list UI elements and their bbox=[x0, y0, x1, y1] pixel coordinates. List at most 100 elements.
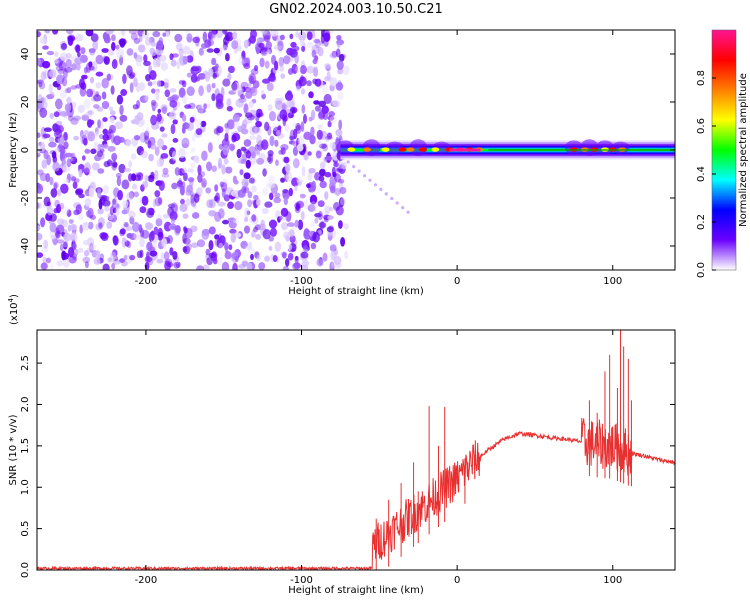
noise-blob bbox=[162, 32, 166, 37]
noise-blob bbox=[205, 248, 211, 256]
noise-blob bbox=[187, 177, 195, 183]
noise-blob bbox=[58, 61, 67, 71]
noise-blob bbox=[115, 48, 125, 58]
noise-blob bbox=[251, 125, 260, 134]
noise-blob bbox=[193, 155, 200, 164]
noise-blob bbox=[319, 180, 327, 189]
noise-blob bbox=[147, 207, 155, 213]
noise-blob bbox=[232, 114, 240, 123]
noise-blob bbox=[136, 146, 144, 156]
noise-blob bbox=[259, 57, 265, 68]
noise-blob bbox=[109, 110, 116, 116]
noise-blob bbox=[280, 147, 286, 155]
noise-blob bbox=[241, 128, 249, 135]
noise-blob bbox=[112, 198, 116, 205]
noise-blob bbox=[174, 33, 183, 43]
noise-blob bbox=[184, 104, 192, 109]
noise-blob bbox=[196, 104, 202, 111]
noise-blob bbox=[281, 252, 287, 259]
noise-blob bbox=[327, 215, 333, 220]
noise-blob bbox=[192, 36, 201, 44]
noise-blob bbox=[119, 258, 126, 263]
noise-blob bbox=[258, 223, 266, 231]
noise-blob bbox=[96, 188, 102, 199]
noise-blob bbox=[150, 230, 155, 241]
noise-blob bbox=[212, 72, 217, 79]
noise-blob bbox=[183, 226, 187, 232]
x-tick-label: 0 bbox=[454, 575, 460, 586]
noise-blob bbox=[172, 138, 179, 143]
noise-blob bbox=[243, 225, 251, 234]
noise-blob bbox=[274, 100, 283, 111]
noise-blob bbox=[191, 242, 199, 248]
y-axis-label-a: Frequency (Hz) bbox=[8, 112, 19, 188]
noise-blob bbox=[201, 43, 208, 49]
noise-blob bbox=[335, 48, 341, 58]
noise-blob bbox=[308, 167, 316, 174]
noise-blob bbox=[238, 55, 245, 66]
noise-blob bbox=[186, 33, 193, 43]
noise-blob bbox=[59, 202, 65, 210]
noise-blob bbox=[310, 126, 315, 136]
noise-blob bbox=[243, 172, 251, 180]
noise-blob bbox=[46, 201, 51, 207]
noise-blob bbox=[169, 247, 174, 256]
noise-blob bbox=[97, 119, 101, 129]
colorbar-tick-label: 0.6 bbox=[696, 118, 707, 134]
noise-blob bbox=[112, 196, 118, 207]
noise-blob bbox=[223, 157, 229, 165]
noise-blob bbox=[66, 87, 72, 94]
noise-blob bbox=[182, 246, 188, 253]
noise-blob bbox=[145, 126, 150, 137]
noise-blob bbox=[81, 74, 88, 80]
noise-blob bbox=[260, 30, 268, 35]
noise-blob bbox=[339, 187, 347, 195]
noise-blob bbox=[337, 68, 344, 75]
noise-blob bbox=[321, 83, 329, 95]
noise-blob bbox=[131, 183, 138, 190]
noise-blob bbox=[329, 185, 336, 194]
noise-blob bbox=[89, 214, 96, 220]
noise-blob bbox=[256, 254, 261, 262]
noise-blob bbox=[160, 252, 166, 260]
noise-blob bbox=[197, 164, 202, 175]
noise-blob bbox=[88, 187, 95, 198]
noise-blob bbox=[329, 244, 337, 252]
noise-blob bbox=[243, 39, 249, 49]
noise-blob bbox=[338, 119, 343, 130]
noise-blob bbox=[286, 222, 295, 227]
noise-blob bbox=[243, 149, 250, 154]
noise-blob bbox=[267, 156, 272, 162]
noise-blob bbox=[247, 199, 253, 208]
chart-title: GN02.2024.003.10.50.C21 bbox=[269, 2, 443, 17]
noise-blob bbox=[66, 158, 72, 168]
noise-blob bbox=[101, 48, 109, 53]
arc-dot bbox=[363, 174, 367, 178]
noise-blob bbox=[142, 181, 149, 189]
noise-blob bbox=[121, 179, 130, 190]
noise-blob bbox=[332, 171, 337, 178]
noise-blob bbox=[265, 182, 274, 189]
noise-blob bbox=[129, 82, 134, 93]
noise-blob bbox=[83, 98, 91, 110]
noise-blob bbox=[84, 148, 91, 154]
noise-blob bbox=[195, 128, 203, 136]
noise-blob bbox=[122, 237, 128, 243]
noise-blob bbox=[335, 255, 341, 264]
noise-blob bbox=[290, 41, 297, 48]
noise-blob bbox=[54, 59, 59, 64]
noise-blob bbox=[156, 113, 162, 123]
noise-blob bbox=[224, 123, 229, 129]
noise-blob bbox=[186, 122, 194, 131]
noise-blob bbox=[228, 167, 233, 172]
noise-blob bbox=[337, 91, 344, 101]
noise-blob bbox=[42, 101, 48, 109]
noise-blob bbox=[312, 231, 320, 243]
x-axis-label-b: Height of straight line (km) bbox=[288, 585, 424, 596]
noise-blob bbox=[133, 231, 141, 241]
noise-blob bbox=[299, 65, 307, 75]
noise-blob bbox=[134, 135, 141, 141]
noise-blob bbox=[240, 93, 245, 100]
noise-blob bbox=[268, 219, 278, 229]
noise-blob bbox=[254, 224, 261, 231]
